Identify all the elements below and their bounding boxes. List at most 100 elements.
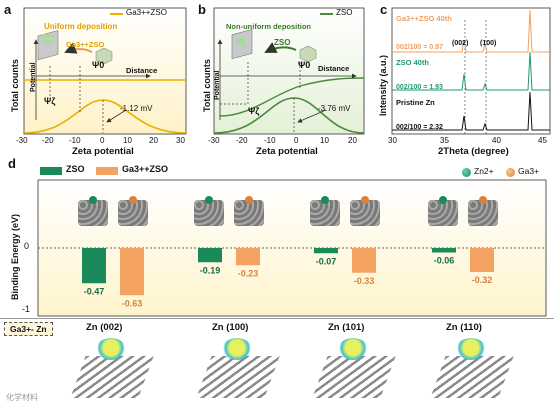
panel-label-c: c	[380, 2, 388, 17]
binding-energy-chart: -0.47 -0.63 -0.19 -0.23 -0.07 -0.33 -0.06 -0.32	[37, 179, 547, 317]
slab-illustration	[194, 200, 224, 226]
caption-box-text: Ga3+- Zn	[10, 324, 47, 334]
panel-a-peak-label: -1.12 mV	[120, 104, 153, 113]
panel-a	[23, 7, 187, 135]
panel-a-distance-label: Distance	[126, 66, 158, 75]
slab-illustration	[350, 200, 380, 226]
facet-label: Zn (002)	[86, 322, 123, 333]
panel-b-xticks: -30 -20 -10 0 10 20	[208, 136, 357, 145]
panel-a-psi-zeta: Ψζ	[44, 96, 56, 106]
ga-ion-icon	[479, 196, 487, 204]
legend-ga-label: Ga3++ZSO	[122, 164, 169, 174]
charge-density-blob	[222, 338, 252, 360]
panel-b-legend-swatch	[320, 13, 333, 15]
slab-illustration	[118, 200, 148, 226]
panel-c-peak-100: (100)	[480, 40, 497, 47]
bar-value-label: -0.33	[354, 276, 375, 286]
bar-ga3zso-2	[352, 248, 376, 273]
panel-c-trace-2-ratio: 002/100 = 1.93	[396, 84, 443, 91]
particle-icon-b	[299, 45, 317, 63]
panel-b-legend: ZSO	[336, 8, 353, 17]
panel-label-d: d	[8, 156, 16, 171]
panel-d-ytick-1: -1	[22, 304, 31, 314]
panel-c-trace-1-name: Ga3++ZSO 40th	[396, 14, 452, 23]
panel-b-peak-label: -3.76 mV	[318, 104, 351, 113]
bar-ga3zso-0	[120, 248, 144, 296]
panel-b-xlabel: Zeta potential	[256, 146, 318, 157]
panel-a-potential-label: Potential	[30, 62, 37, 92]
charge-density-blob	[96, 338, 126, 360]
facet-label: Zn (100)	[212, 322, 249, 333]
panel-label-b: b	[198, 2, 206, 17]
watermark: 化学材料	[6, 393, 38, 402]
ga-atom-icon	[506, 168, 515, 177]
zn-atom-icon	[462, 168, 471, 177]
legend-zso-label: ZSO	[66, 164, 85, 174]
panel-b-potential-label: Potential	[214, 70, 221, 100]
panel-b-psi-0: Ψ0	[298, 60, 311, 70]
panel-b-ylabel: Total counts	[202, 59, 212, 112]
slab-illustration	[78, 200, 108, 226]
bar-value-label: -0.32	[472, 275, 493, 285]
ga-ion-icon	[129, 196, 137, 204]
panel-a-ylabel: Total counts	[10, 59, 20, 112]
bar-ga3zso-3	[470, 248, 494, 272]
electrode-icon	[37, 30, 59, 61]
panel-b-deposition-label: Non-uniform deposition	[226, 22, 311, 31]
panel-c	[391, 7, 551, 135]
zn-ion-icon	[89, 196, 97, 204]
facet-label: Zn (110)	[446, 322, 482, 333]
panel-label-a: a	[4, 2, 12, 17]
legend-zso-swatch	[40, 167, 62, 175]
panel-d-ytick-0: 0	[24, 241, 30, 251]
panel-b-distance-label: Distance	[318, 64, 350, 73]
zn-ion-icon	[321, 196, 329, 204]
electrode-icon-b	[231, 29, 253, 60]
charge-density-blob	[338, 338, 368, 360]
slab-illustration	[428, 200, 458, 226]
panel-b-psi-zeta: Ψζ	[248, 106, 260, 116]
charge-density-blob	[456, 338, 486, 360]
panel-a-legend-swatch	[110, 13, 123, 15]
panel-a-psi-0: Ψ0	[92, 60, 105, 70]
ga-atom-label: Ga3+	[518, 166, 540, 176]
ga-ion-icon	[361, 196, 369, 204]
slab-illustration	[234, 200, 264, 226]
panel-a-ion-label: Ga3++ZSO	[66, 40, 105, 49]
zn-atom-label: Zn2+	[474, 166, 494, 176]
panel-b	[213, 7, 365, 135]
panel-d-ylabel: Binding Energy (eV)	[10, 213, 20, 300]
panel-a-legend: Ga3++ZSO	[126, 8, 167, 17]
bar-zso-0	[82, 248, 106, 284]
panel-c-ylabel: Intensity (a.u.)	[378, 54, 388, 116]
panel-c-peak-002: (002)	[452, 40, 469, 47]
bar-zso-2	[314, 248, 338, 254]
caption-box: Ga3+- Zn	[4, 322, 53, 336]
panel-c-trace-2-name: ZSO 40th	[396, 58, 429, 67]
bar-value-label: -0.63	[122, 298, 143, 308]
slab-illustration	[468, 200, 498, 226]
bar-zso-1	[198, 248, 222, 263]
panel-a-xlabel: Zeta potential	[72, 146, 134, 157]
panel-b-ion-label: ZSO	[274, 38, 291, 47]
bar-zso-3	[432, 248, 456, 253]
particle-icon	[95, 47, 113, 65]
bar-ga3zso-1	[236, 248, 260, 266]
bar-value-label: -0.47	[84, 286, 105, 296]
panel-a-xticks: -30 -20 -10 0 10 20 30	[16, 136, 185, 145]
bar-value-label: -0.06	[434, 256, 455, 266]
panel-c-trace-3-ratio: 002/100 = 2.32	[396, 124, 443, 131]
panel-c-trace-1-ratio: 002/100 = 0.97	[396, 44, 443, 51]
bar-value-label: -0.19	[200, 265, 221, 275]
slab-illustration	[310, 200, 340, 226]
bar-value-label: -0.07	[316, 256, 337, 266]
ga-ion-icon	[245, 196, 253, 204]
panel-c-xticks: 30 35 40 45	[388, 136, 547, 145]
legend-ga-swatch	[96, 167, 118, 175]
facet-label: Zn (101)	[328, 322, 365, 333]
panel-a-deposition-label: Uniform deposition	[44, 22, 118, 31]
zn-ion-icon	[205, 196, 213, 204]
bar-value-label: -0.23	[238, 268, 259, 278]
panel-c-trace-3-name: Pristine Zn	[396, 98, 435, 107]
zn-ion-icon	[439, 196, 447, 204]
